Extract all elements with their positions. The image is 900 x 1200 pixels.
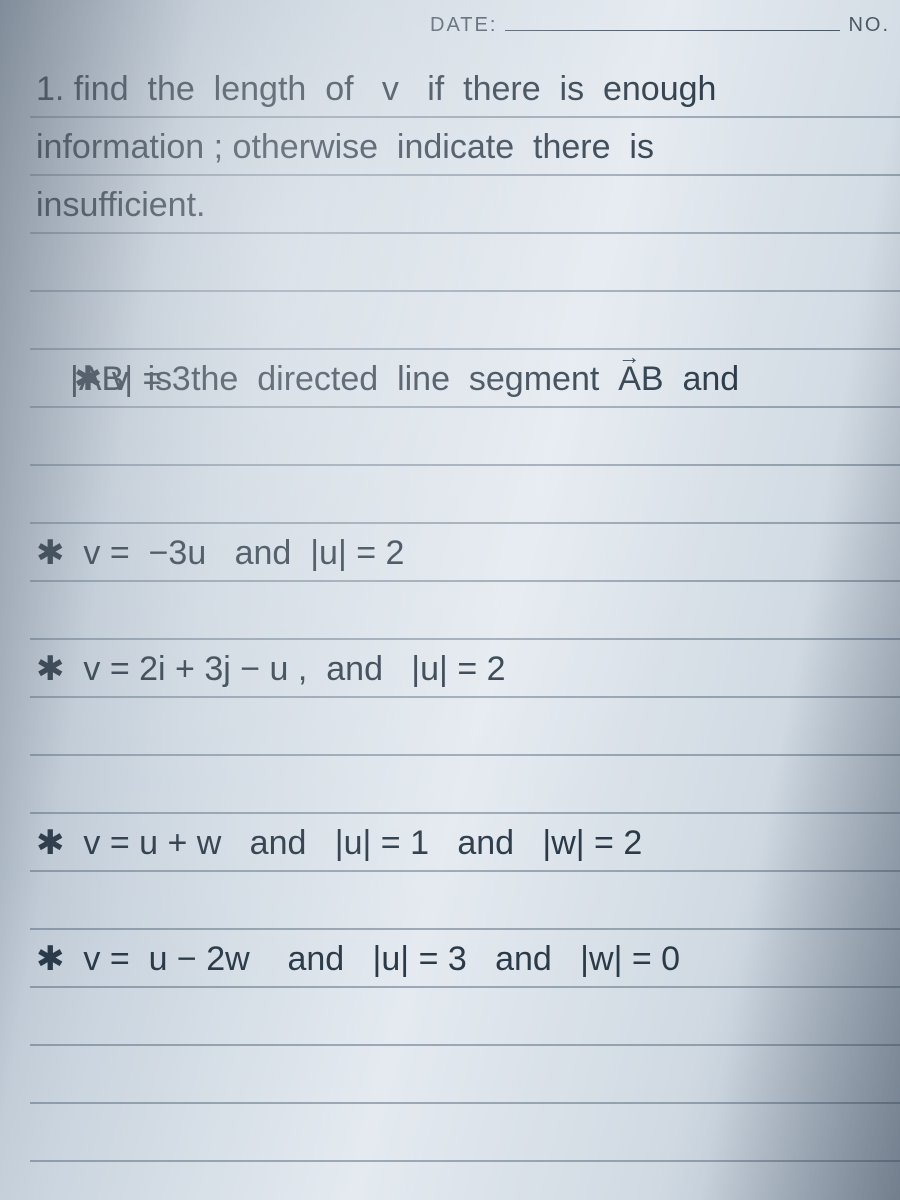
segment-AB: AB <box>618 350 663 408</box>
blank-line <box>30 408 870 466</box>
item-a-tail: and <box>664 360 740 398</box>
no-label: NO. <box>848 14 890 37</box>
blank-line <box>30 234 870 292</box>
blank-line <box>30 698 870 756</box>
item-b: ✱ v = −3u and |u| = 2 <box>30 524 870 582</box>
handwritten-content: 1. find the length of v if there is enou… <box>30 60 870 988</box>
item-e: ✱ v = u − 2w and |u| = 3 and |w| = 0 <box>30 930 870 988</box>
blank-line <box>30 872 870 930</box>
problem-line-3: insufficient. <box>30 176 870 234</box>
page-header: DATE: NO. <box>430 14 890 37</box>
item-c: ✱ v = 2i + 3j − u , and |u| = 2 <box>30 640 870 698</box>
item-d: ✱ v = u + w and |u| = 1 and |w| = 2 <box>30 814 870 872</box>
blank-line <box>30 582 870 640</box>
blank-line <box>30 466 870 524</box>
blank-line <box>30 756 870 814</box>
problem-line-2: information ; otherwise indicate there i… <box>30 118 870 176</box>
item-a-line-1: ✱ v is the directed line segment AB and <box>30 292 870 350</box>
date-label: DATE: <box>430 14 497 37</box>
date-blank <box>505 30 840 31</box>
problem-line-1: 1. find the length of v if there is enou… <box>30 60 870 118</box>
